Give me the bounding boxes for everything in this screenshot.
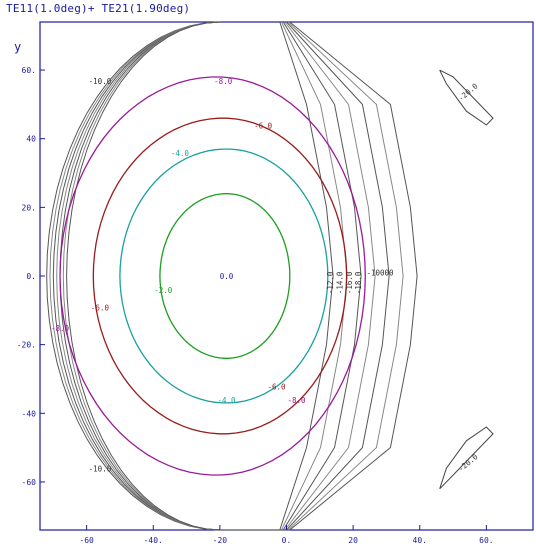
side-lobe-0	[439, 69, 494, 126]
y-axis-label: y	[14, 40, 21, 54]
right-label: -10000	[366, 269, 394, 278]
contour-label-3: -6.0	[254, 121, 273, 130]
contour-label-4c: -8.0	[51, 324, 70, 333]
contour-labels: -2.0-4.0-4.0-6.0-6.0-6.0-8.0-8.0-8.00.0-…	[51, 77, 480, 474]
side-lobe-label-1: -20.0	[457, 452, 480, 474]
x-tick-label-4: 20	[348, 536, 358, 545]
side-lobe-1	[439, 426, 494, 490]
outer-contour-1	[49, 21, 348, 531]
edge-label-3: -18.0	[354, 271, 363, 294]
outer-label-1: -10.0	[89, 465, 112, 474]
axis-ticks: -60 -40. -20 0. 20 40. 60. 60. 40 20. 0. -20. -40 -60	[17, 66, 494, 545]
x-tick-label-0: -60	[79, 536, 94, 545]
x-tick-label-3: 0.	[282, 536, 292, 545]
y-tick-label-4: -20.	[17, 341, 36, 350]
x-tick-label-1: -40.	[144, 536, 163, 545]
outer-contour-6	[66, 21, 418, 531]
contour-label-2b: -4.0	[218, 396, 237, 405]
y-tick-label-0: 60.	[22, 66, 36, 75]
outer-label-0: -10.0	[89, 77, 112, 86]
peak-label: 0.0	[220, 272, 234, 281]
contour-1	[159, 193, 291, 359]
y-tick-label-6: -60	[22, 478, 37, 487]
contour-2	[119, 148, 329, 404]
contour-label-2: -4.0	[171, 149, 190, 158]
contour-lines	[46, 21, 494, 531]
edge-label-0: -12.0	[326, 271, 335, 294]
edge-label-1: -14.0	[335, 271, 344, 294]
y-tick-label-2: 20.	[22, 203, 36, 212]
outer-contour-2	[52, 21, 362, 531]
contour-label-3b: -6.0	[267, 382, 286, 391]
contour-3	[92, 117, 348, 435]
contour-4	[59, 76, 366, 476]
chart-title: TE11(1.0deg)+ TE21(1.90deg)	[6, 2, 191, 15]
contour-label-3c: -6.0	[91, 303, 110, 312]
contour-label-4: -8.0	[214, 77, 233, 86]
contour-label-1: -2.0	[154, 286, 173, 295]
edge-label-2: -16.0	[345, 271, 354, 294]
y-tick-label-1: 40	[26, 135, 36, 144]
y-tick-label-3: 0.	[26, 272, 36, 281]
x-tick-label-2: -20	[213, 536, 228, 545]
x-tick-label-5: 40.	[413, 536, 427, 545]
y-tick-label-5: -40	[22, 409, 37, 418]
contour-label-4b: -8.0	[287, 396, 306, 405]
x-tick-label-6: 60.	[479, 536, 493, 545]
